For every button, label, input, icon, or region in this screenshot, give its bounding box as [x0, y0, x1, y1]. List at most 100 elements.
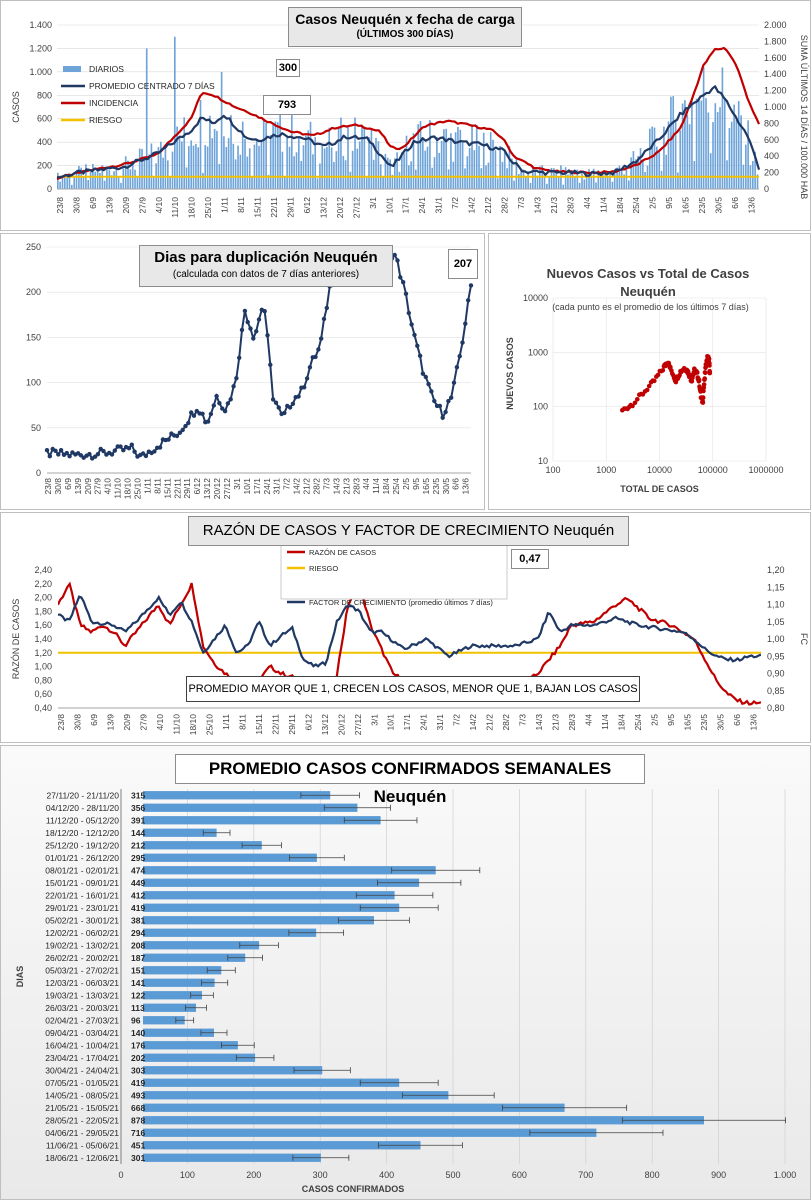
doubling-xtick: 27/12 [222, 478, 232, 500]
ratio-ytick: 1,40 [34, 634, 52, 644]
ratio-xtick: 15/11 [254, 714, 264, 735]
ratio-chart-title-box: RAZÓN DE CASOS Y FACTOR DE CRECIMIENTO N… [188, 516, 629, 546]
cases-y2tick: 600 [764, 135, 779, 145]
daily-bar [164, 147, 167, 189]
doubling-xtick: 10/1 [242, 478, 252, 495]
doubling-point [174, 433, 180, 439]
ratio-xtick: 20/9 [122, 714, 132, 731]
daily-bar [461, 142, 464, 189]
cases-xtick: 23/8 [55, 197, 65, 214]
doubling-point [64, 450, 69, 456]
doubling-point [273, 400, 279, 405]
daily-bar [564, 167, 567, 189]
doubling-point [140, 451, 146, 456]
daily-bar [419, 121, 422, 189]
cases-xtick: 22/11 [269, 197, 279, 218]
doubling-point [251, 336, 256, 341]
daily-bar [241, 121, 244, 189]
doubling-point [437, 403, 443, 409]
weekly-bar [143, 916, 374, 925]
daily-bar [314, 137, 317, 189]
doubling-xtick: 21/2 [302, 478, 312, 495]
daily-bar [454, 132, 457, 189]
scatter-point [702, 376, 707, 381]
daily-bar [253, 144, 256, 189]
doubling-point [95, 452, 101, 457]
cases-ytick: 600 [37, 114, 52, 124]
doubling-point [143, 453, 149, 459]
cases-xtick: 3/1 [368, 197, 378, 209]
daily-bar [518, 174, 520, 189]
daily-bar [143, 159, 146, 189]
daily-bar [438, 153, 441, 189]
doubling-point [321, 316, 327, 322]
doubling-point [296, 394, 301, 399]
daily-bar [431, 167, 434, 189]
doubling-series [44, 239, 474, 461]
doubling-point [367, 239, 371, 243]
weekly-category-label: 26/02/21 - 20/02/21 [45, 953, 119, 963]
weekly-value-label: 356 [131, 803, 145, 813]
daily-bar [358, 141, 361, 189]
weekly-value-label: 140 [131, 1028, 145, 1038]
doubling-xtick: 14/2 [292, 478, 302, 495]
ratio-xtick: 25/4 [633, 714, 643, 731]
scatter-point [706, 356, 712, 362]
doubling-xtick: 29/11 [182, 478, 192, 499]
daily-bar [737, 101, 740, 189]
ratio-xtick: 27/9 [138, 714, 148, 731]
doubling-xtick: 28/2 [311, 478, 321, 495]
weekly-value-label: 295 [131, 853, 145, 863]
daily-bar [478, 145, 480, 189]
daily-bar [64, 177, 66, 189]
doubling-point [56, 452, 61, 457]
ratio-legend-label: RIESGO [309, 564, 338, 573]
daily-bar [752, 161, 754, 189]
doubling-point [217, 401, 222, 406]
cases-y2tick: 1.600 [764, 53, 787, 63]
daily-bar [286, 135, 288, 189]
weekly-chart-title: PROMEDIO CASOS CONFIRMADOS SEMANALES Neu… [208, 759, 612, 806]
weekly-bar [143, 803, 358, 812]
weekly-category-label: 21/05/21 - 15/05/21 [45, 1103, 119, 1113]
ratio-legend-box [280, 544, 508, 600]
doubling-xtick: 25/10 [132, 478, 142, 500]
weekly-bar [143, 928, 317, 937]
weekly-xtick: 0 [118, 1170, 123, 1180]
daily-bar [167, 160, 169, 189]
weekly-value-label: 391 [131, 815, 145, 825]
daily-bar [244, 139, 246, 189]
weekly-value-label: 449 [131, 878, 145, 888]
doubling-point [92, 454, 98, 459]
daily-bar [747, 120, 749, 189]
doubling-point [420, 371, 426, 376]
daily-bar [288, 146, 291, 189]
daily-bar [211, 138, 214, 189]
daily-bar [499, 145, 501, 189]
weekly-bar [143, 891, 395, 900]
ratio-xtick: 18/10 [188, 714, 198, 736]
weekly-value-label: 412 [131, 890, 145, 900]
doubling-point [449, 395, 454, 400]
cases-legend-label: RIESGO [89, 115, 122, 125]
weekly-value-label: 381 [131, 915, 145, 925]
ratio-xtick: 23/5 [699, 714, 709, 731]
doubling-xtick: 20/12 [212, 478, 222, 500]
weekly-category-label: 26/03/21 - 20/03/21 [45, 1003, 119, 1013]
weekly-bar [143, 1116, 704, 1125]
ratio-xtick: 13/6 [748, 714, 758, 731]
doubling-point [101, 448, 106, 454]
daily-bar [562, 184, 565, 189]
doubling-point [112, 448, 118, 453]
weekly-value-label: 451 [131, 1140, 145, 1150]
daily-bar [333, 162, 335, 189]
ratio-xtick: 25/10 [204, 714, 214, 736]
daily-bar [377, 141, 380, 189]
daily-bar [630, 157, 632, 189]
daily-bar [330, 147, 333, 189]
daily-bar [293, 156, 295, 189]
weekly-bar [143, 791, 331, 800]
daily-bar [464, 168, 466, 189]
ratio-chart-title: RAZÓN DE CASOS Y FACTOR DE CRECIMIENTO N… [202, 522, 615, 539]
daily-bar [66, 175, 69, 189]
